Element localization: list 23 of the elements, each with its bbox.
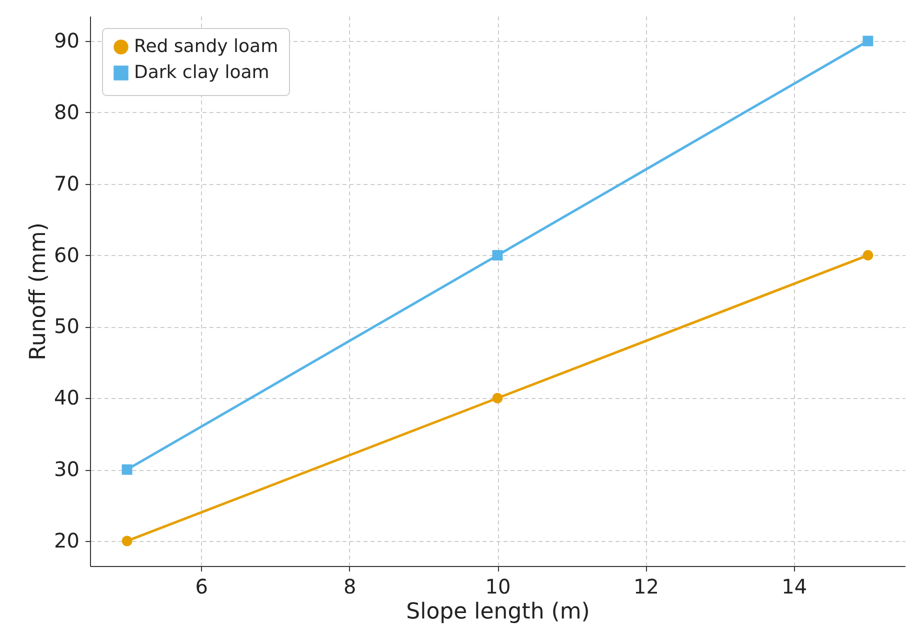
- legend-label: Dark clay loam: [134, 62, 270, 83]
- point: [862, 250, 874, 261]
- x-tick-label: 8: [343, 574, 356, 598]
- y-tick-label: 80: [54, 100, 80, 124]
- legend-label: Red sandy loam: [134, 36, 278, 57]
- y-tick-label: 90: [54, 28, 80, 52]
- point: [862, 36, 874, 46]
- point: [492, 250, 503, 261]
- y-tick-label: 40: [54, 386, 80, 410]
- y-tick-label: 70: [54, 171, 80, 196]
- y-tick-label: 60: [54, 242, 80, 267]
- point: [122, 536, 132, 546]
- x-tick-label: 10: [485, 574, 511, 598]
- point: [122, 464, 132, 475]
- y-tick-label: 30: [54, 457, 80, 482]
- y-axis-title: Runoff (mm): [26, 222, 52, 360]
- x-axis-title: Slope length (m): [406, 600, 590, 624]
- y-tick-label: 20: [54, 528, 80, 552]
- y-tick-label: 50: [54, 314, 80, 338]
- x-tick-label: 12: [633, 574, 659, 598]
- x-tick-label: 14: [782, 574, 808, 598]
- x-tick-label: 6: [195, 574, 208, 598]
- point: [492, 392, 503, 404]
